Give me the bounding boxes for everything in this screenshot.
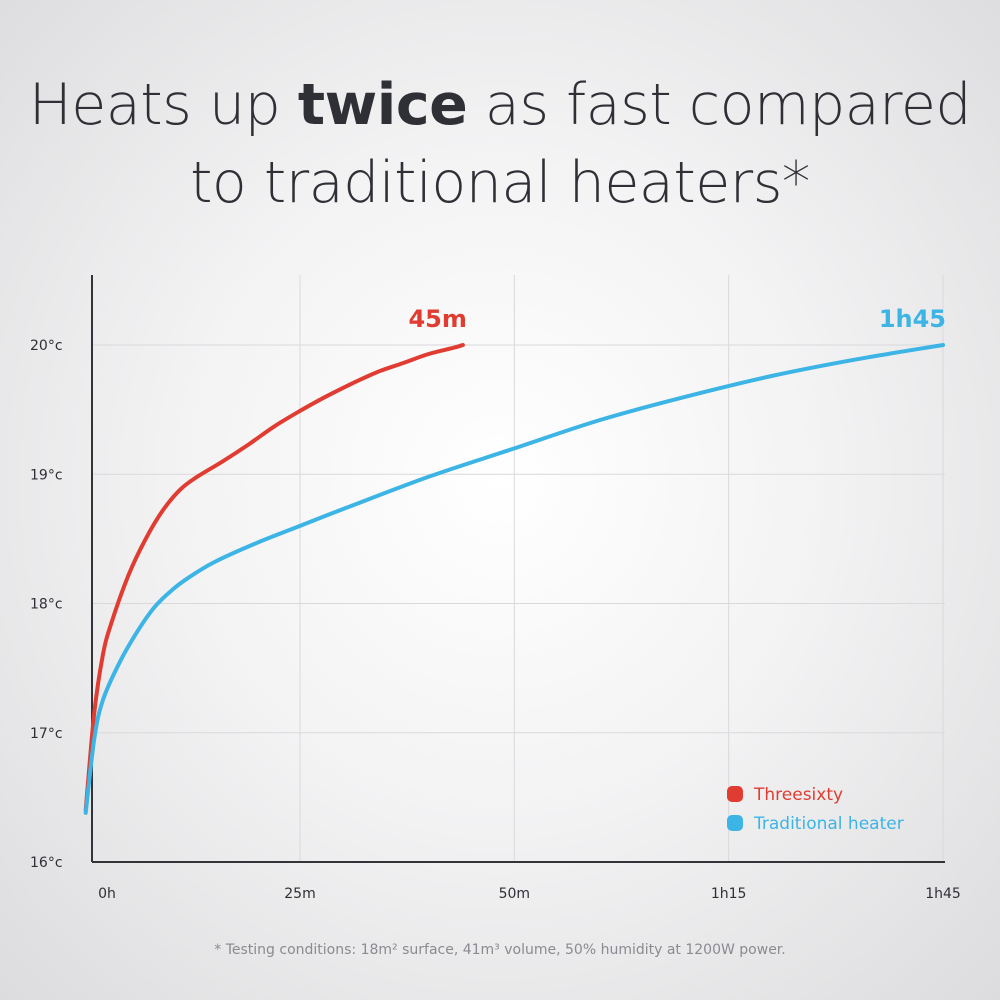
testing-conditions-footnote: * Testing conditions: 18m² surface, 41m³… xyxy=(214,942,786,958)
legend-label-threesixty: Threesixty xyxy=(753,785,843,805)
y-tick-label: 18°c xyxy=(30,597,63,613)
headline-line-1: Heats up twice as fast compared xyxy=(0,66,1000,144)
y-tick-label: 17°c xyxy=(30,726,63,742)
series-line-threesixty xyxy=(83,343,465,813)
legend-swatch-traditional-heater xyxy=(727,815,743,831)
headline-emphasis: twice xyxy=(297,72,468,138)
headline-prefix: Heats up xyxy=(28,72,298,138)
grid-lines xyxy=(92,275,945,862)
y-tick-label: 20°c xyxy=(30,338,63,354)
series-end-label-traditional-heater: 1h45 xyxy=(879,305,946,333)
y-tick-label: 19°c xyxy=(30,467,63,483)
y-tick-label: 16°c xyxy=(30,855,63,871)
headline: Heats up twice as fast compared to tradi… xyxy=(0,66,1000,222)
legend-swatch-threesixty xyxy=(727,786,743,802)
x-tick-label: 1h15 xyxy=(711,886,747,902)
legend-label-traditional-heater: Traditional heater xyxy=(753,814,904,834)
x-tick-label: 50m xyxy=(499,886,530,902)
series-end-label-threesixty: 45m xyxy=(408,305,466,333)
x-tick-label: 1h45 xyxy=(925,886,961,902)
headline-line-2: to traditional heaters* xyxy=(190,150,810,216)
series-line-traditional-heater xyxy=(83,343,945,815)
headline-suffix: as fast compared xyxy=(467,72,972,138)
x-tick-label: 0h xyxy=(98,886,116,902)
x-tick-label: 25m xyxy=(284,886,315,902)
